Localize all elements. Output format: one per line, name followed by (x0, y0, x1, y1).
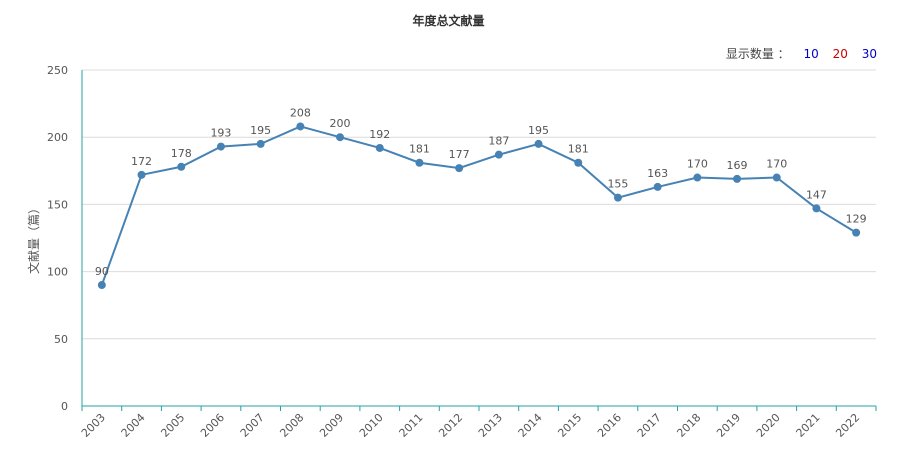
x-tick-label: 2018 (674, 411, 703, 440)
x-tick-label: 2007 (238, 411, 267, 440)
data-point (177, 162, 186, 171)
y-tick-label: 250 (47, 64, 68, 77)
data-label: 129 (846, 213, 867, 226)
series-line (100, 125, 857, 286)
data-label: 155 (607, 178, 628, 191)
y-tick-label: 200 (47, 131, 68, 144)
data-label: 178 (171, 147, 192, 160)
display-count-selector: 显示数量 ： 10 20 30 (726, 45, 877, 62)
data-label: 170 (766, 158, 787, 171)
data-label: 90 (95, 265, 109, 278)
data-label: 170 (687, 158, 708, 171)
data-label: 195 (250, 124, 271, 137)
data-point (653, 182, 662, 191)
display-count-option-30[interactable]: 30 (861, 47, 877, 61)
data-label: 181 (568, 143, 589, 156)
data-label: 163 (647, 167, 668, 180)
x-tick-label: 2017 (635, 411, 664, 440)
data-label: 208 (290, 106, 311, 119)
x-tick-label: 2016 (595, 411, 624, 440)
data-point (137, 170, 146, 179)
data-label: 187 (488, 135, 509, 148)
x-tick-label: 2006 (198, 411, 227, 440)
y-tick-label: 0 (61, 400, 68, 413)
data-point (534, 139, 543, 148)
x-tick-label: 2013 (476, 411, 505, 440)
data-point (733, 174, 742, 183)
data-point (375, 143, 384, 152)
data-point (296, 122, 305, 131)
data-point (574, 158, 583, 167)
x-tick-label: 2008 (277, 411, 306, 440)
y-axis-label: 文献量（篇） (26, 202, 41, 274)
data-label: 177 (449, 148, 470, 161)
data-point (772, 173, 781, 182)
display-count-label: 显示数量 ： (725, 47, 790, 61)
x-tick-label: 2014 (516, 411, 545, 440)
data-label: 181 (409, 143, 430, 156)
data-label: 172 (131, 155, 152, 168)
data-point (455, 164, 464, 173)
y-tick-label: 50 (54, 333, 68, 346)
x-tick-label: 2015 (555, 411, 584, 440)
x-tick-label: 2020 (754, 411, 783, 440)
x-tick-label: 2022 (833, 411, 862, 440)
data-label: 192 (369, 128, 390, 141)
x-tick-label: 2003 (79, 411, 108, 440)
data-point (256, 139, 265, 148)
data-point (613, 193, 622, 202)
data-point (852, 228, 861, 237)
data-point (693, 173, 702, 182)
x-tick-label: 2021 (794, 411, 823, 440)
data-point (216, 142, 225, 151)
data-point (415, 158, 424, 167)
data-label: 169 (727, 159, 748, 172)
data-label: 195 (528, 124, 549, 137)
display-count-option-20[interactable]: 20 (832, 47, 848, 61)
chart-title: 年度总文献量 (412, 14, 485, 28)
display-count-option-10[interactable]: 10 (803, 47, 819, 61)
data-point (494, 150, 503, 159)
x-tick-label: 2011 (397, 411, 426, 440)
y-tick-label: 100 (47, 266, 68, 279)
data-label: 147 (806, 188, 827, 201)
data-label: 200 (330, 117, 351, 130)
x-tick-label: 2010 (357, 411, 386, 440)
y-tick-label: 150 (47, 198, 68, 211)
data-point (336, 133, 345, 142)
data-point (812, 204, 821, 213)
x-tick-label: 2005 (158, 411, 187, 440)
x-tick-label: 2012 (436, 411, 465, 440)
x-tick-label: 2009 (317, 411, 346, 440)
x-tick-label: 2004 (119, 411, 148, 440)
data-point (97, 281, 106, 290)
x-tick-label: 2019 (714, 411, 743, 440)
data-label: 193 (210, 127, 231, 140)
